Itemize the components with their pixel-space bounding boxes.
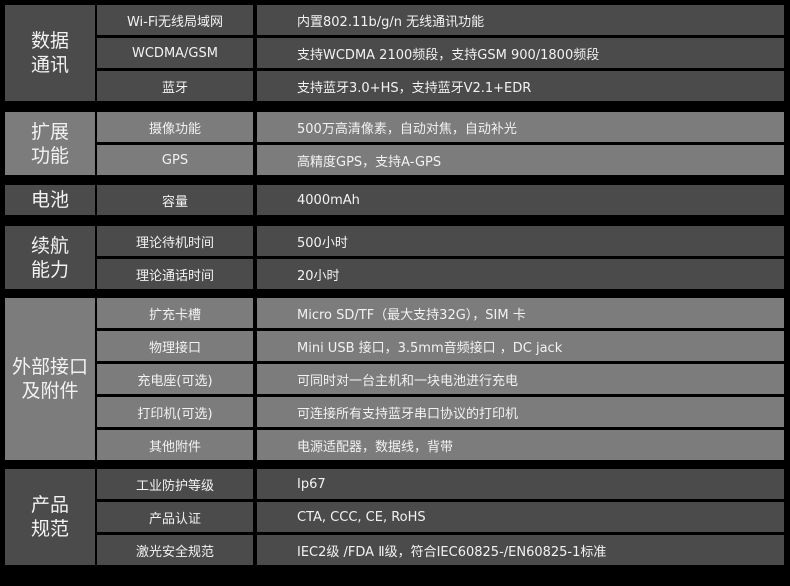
spec-group: 产品 规范 工业防护等级 Ip67 产品认证 CTA, CCC, CE, RoHS 激光安…	[5, 469, 784, 565]
spec-label: 蓝牙	[97, 71, 253, 101]
category-label: 外部接口 及附件	[5, 298, 95, 460]
spec-label: 工业防护等级	[97, 469, 253, 499]
spec-value: Ip67	[257, 469, 784, 499]
spec-label: 充电座(可选)	[97, 364, 253, 394]
spec-row: WCDMA/GSM 支持WCDMA 2100频段，支持GSM 900/1800频段	[97, 38, 784, 68]
spec-value: 可同时对一台主机和一块电池进行充电	[257, 364, 784, 394]
spec-value: IEC2级 /FDA Ⅱ级，符合IEC60825-/EN60825-1标准	[257, 535, 784, 565]
spec-label: GPS	[97, 145, 253, 175]
spec-label: 产品认证	[97, 502, 253, 532]
spec-label: 理论待机时间	[97, 226, 253, 256]
spec-label: 物理接口	[97, 331, 253, 361]
spec-label: 打印机(可选)	[97, 397, 253, 427]
spec-label: 理论通话时间	[97, 259, 253, 289]
category-label: 产品 规范	[5, 469, 95, 565]
spec-row: 容量 4000mAh	[97, 185, 784, 215]
spec-value: 内置802.11b/g/n 无线通讯功能	[257, 5, 784, 35]
spec-value: 电源适配器，数据线，背带	[257, 430, 784, 460]
spec-value: Mini USB 接口，3.5mm音频接口 ，DC jack	[257, 331, 784, 361]
spec-value: 500万高清像素，自动对焦，自动补光	[257, 112, 784, 142]
spec-value: CTA, CCC, CE, RoHS	[257, 502, 784, 532]
spec-value: Micro SD/TF（最大支持32G），SIM 卡	[257, 298, 784, 328]
spec-label: 其他附件	[97, 430, 253, 460]
spec-label: 扩充卡槽	[97, 298, 253, 328]
category-label: 扩展 功能	[5, 112, 95, 175]
spec-value: 高精度GPS，支持A-GPS	[257, 145, 784, 175]
spec-value: 支持WCDMA 2100频段，支持GSM 900/1800频段	[257, 38, 784, 68]
spec-row: 理论通话时间 20小时	[97, 259, 784, 289]
spec-value: 可连接所有支持蓝牙串口协议的打印机	[257, 397, 784, 427]
spec-value: 500小时	[257, 226, 784, 256]
spec-row: 工业防护等级 Ip67	[97, 469, 784, 499]
spec-label: 激光安全规范	[97, 535, 253, 565]
spec-row: Wi-Fi无线局域网 内置802.11b/g/n 无线通讯功能	[97, 5, 784, 35]
spec-group: 电池 容量 4000mAh	[5, 185, 784, 215]
spec-row: 打印机(可选) 可连接所有支持蓝牙串口协议的打印机	[97, 397, 784, 427]
spec-row: 物理接口 Mini USB 接口，3.5mm音频接口 ，DC jack	[97, 331, 784, 361]
spec-label: 容量	[97, 185, 253, 215]
category-label: 续航 能力	[5, 226, 95, 289]
spec-row: 摄像功能 500万高清像素，自动对焦，自动补光	[97, 112, 784, 142]
spec-row: 扩充卡槽 Micro SD/TF（最大支持32G），SIM 卡	[97, 298, 784, 328]
category-label: 数据 通讯	[5, 5, 95, 101]
spec-value: 4000mAh	[257, 185, 784, 215]
spec-row: 理论待机时间 500小时	[97, 226, 784, 256]
spec-row: 充电座(可选) 可同时对一台主机和一块电池进行充电	[97, 364, 784, 394]
spec-group: 数据 通讯 Wi-Fi无线局域网 内置802.11b/g/n 无线通讯功能 WCDMA…	[5, 5, 784, 101]
spec-row: 其他附件 电源适配器，数据线，背带	[97, 430, 784, 460]
category-label: 电池	[5, 185, 95, 215]
spec-row: 蓝牙 支持蓝牙3.0+HS，支持蓝牙V2.1+EDR	[97, 71, 784, 101]
spec-group: 续航 能力 理论待机时间 500小时 理论通话时间 20小时	[5, 226, 784, 289]
spec-row: 产品认证 CTA, CCC, CE, RoHS	[97, 502, 784, 532]
spec-row: GPS 高精度GPS，支持A-GPS	[97, 145, 784, 175]
spec-group: 外部接口 及附件 扩充卡槽 Micro SD/TF（最大支持32G），SIM 卡物理…	[5, 298, 784, 460]
spec-group: 扩展 功能 摄像功能 500万高清像素，自动对焦，自动补光 GPS 高精度GPS，支持A…	[5, 112, 784, 175]
spec-label: Wi-Fi无线局域网	[97, 5, 253, 35]
spec-label: 摄像功能	[97, 112, 253, 142]
spec-value: 支持蓝牙3.0+HS，支持蓝牙V2.1+EDR	[257, 71, 784, 101]
spec-row: 激光安全规范 IEC2级 /FDA Ⅱ级，符合IEC60825-/EN60825-…	[97, 535, 784, 565]
spec-label: WCDMA/GSM	[97, 38, 253, 68]
spec-value: 20小时	[257, 259, 784, 289]
